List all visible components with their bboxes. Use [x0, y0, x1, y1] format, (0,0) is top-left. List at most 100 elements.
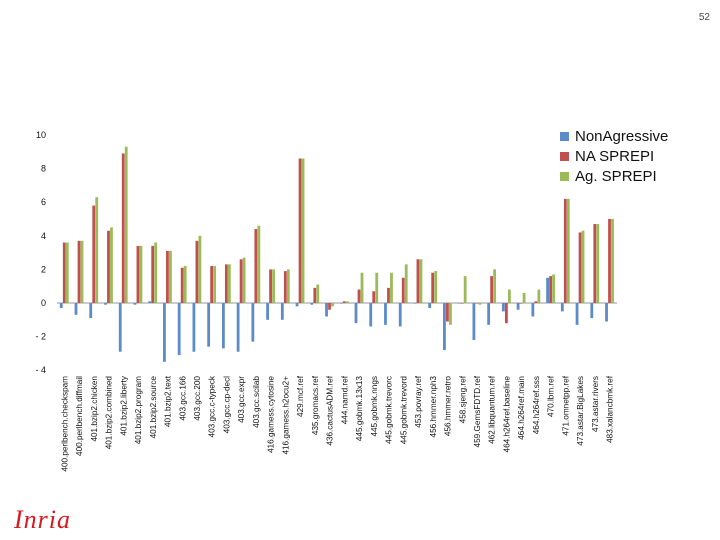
bar-na-sprepi: [593, 224, 597, 303]
bar-nonagressive: [516, 303, 520, 310]
bar-na-sprepi: [180, 267, 184, 303]
bar-na-sprepi: [77, 240, 81, 303]
bar-na-sprepi: [224, 264, 228, 303]
bar-ag-sprepi: [537, 289, 541, 303]
bar-ag-sprepi: [183, 266, 187, 303]
legend-item-na-sprepi: NA SPREPI: [560, 146, 668, 166]
bar-ag-sprepi: [449, 303, 452, 325]
bar-ag-sprepi: [360, 272, 364, 303]
bar-ag-sprepi: [95, 197, 99, 303]
x-tick-label: 403.gcc.200: [193, 376, 202, 421]
bar-na-sprepi: [416, 259, 420, 303]
x-tick-label: 400.perlbench.checkspam: [60, 376, 69, 472]
x-tick-label: 470.lbm.ref: [547, 375, 556, 417]
bar-na-sprepi: [313, 287, 317, 303]
bar-nonagressive: [266, 303, 269, 320]
bar-ag-sprepi: [493, 269, 497, 303]
bar-nonagressive: [118, 303, 122, 352]
bar-nonagressive: [339, 303, 343, 304]
bar-ag-sprepi: [124, 146, 128, 303]
x-tick-label: 444.namd.ref: [340, 375, 349, 424]
bar-na-sprepi: [387, 287, 390, 303]
x-tick-label: 403.gcc.166: [178, 376, 187, 421]
bar-na-sprepi: [534, 301, 538, 303]
x-tick-label: 458.sjeng.ref: [458, 375, 467, 423]
bar-na-sprepi: [460, 303, 464, 304]
bar-na-sprepi: [563, 198, 567, 303]
x-tick-label: 429.mcf.ref: [296, 375, 305, 417]
bar-nonagressive: [74, 303, 78, 315]
legend-swatch-ag-sprepi: [560, 171, 569, 181]
bar-na-sprepi: [519, 303, 523, 304]
bar-nonagressive: [280, 303, 284, 320]
x-tick-label: 401.bzip2.program: [134, 376, 143, 444]
bar-nonagressive: [192, 303, 196, 352]
x-tick-label: 464.h264ref.baseline: [502, 376, 511, 453]
x-tick-label: 435.gromacs.ref: [311, 375, 320, 435]
bar-na-sprepi: [166, 250, 169, 303]
bar-na-sprepi: [608, 219, 611, 303]
bar-na-sprepi: [151, 245, 155, 303]
x-tick-label: 403.gcc.scilab: [252, 376, 261, 428]
bar-ag-sprepi: [110, 227, 113, 303]
bar-ag-sprepi: [169, 250, 172, 303]
bar-na-sprepi: [298, 158, 302, 303]
legend-swatch-na-sprepi: [560, 151, 569, 161]
bar-na-sprepi: [549, 276, 552, 303]
x-tick-label: 473.astar.BigLakes: [576, 376, 585, 446]
bar-na-sprepi: [490, 276, 494, 303]
bar-nonagressive: [413, 303, 417, 304]
bar-na-sprepi: [283, 271, 287, 303]
x-tick-label: 401.bzip2.source: [149, 376, 158, 439]
x-tick-label: 401.bzip2.combined: [105, 376, 114, 450]
bar-na-sprepi: [578, 232, 582, 303]
bar-na-sprepi: [446, 303, 449, 322]
x-tick-label: 400.perlbench.diffmail: [75, 376, 84, 456]
bar-na-sprepi: [136, 245, 140, 303]
page-number: 52: [698, 12, 710, 23]
bar-nonagressive: [546, 277, 549, 303]
bar-ag-sprepi: [611, 219, 614, 303]
x-tick-label: 456.hmmer.nph3: [429, 376, 438, 438]
bar-nonagressive: [221, 303, 225, 349]
bar-na-sprepi: [107, 230, 110, 303]
x-tick-label: 445.gobmk.13x13: [355, 376, 364, 442]
bar-na-sprepi: [239, 259, 243, 303]
bar-nonagressive: [207, 303, 211, 347]
bar-ag-sprepi: [227, 264, 231, 303]
legend-label-na-sprepi: NA SPREPI: [575, 147, 655, 165]
bar-ag-sprepi: [213, 266, 217, 303]
y-tick-label: - 4: [35, 365, 46, 375]
bar-ag-sprepi: [596, 224, 600, 303]
chart-legend: NonAgressive NA SPREPI Ag. SPREPI: [560, 126, 668, 186]
x-tick-label: 445.gobmk.trevord: [399, 376, 408, 445]
x-tick-label: 403.gcc.cp-decl: [222, 376, 231, 434]
x-tick-label: 401.bzip2.text: [164, 375, 173, 427]
y-tick-label: 4: [41, 231, 46, 241]
bar-ag-sprepi: [419, 259, 423, 303]
bar-nonagressive: [310, 303, 314, 305]
bar-ag-sprepi: [331, 303, 334, 307]
x-tick-label: 453.povray.ref: [414, 375, 423, 427]
y-tick-label: 6: [41, 197, 46, 207]
bar-nonagressive: [163, 303, 166, 362]
bar-ag-sprepi: [463, 276, 467, 303]
y-tick-label: 8: [41, 164, 46, 174]
y-tick-label: 2: [41, 264, 46, 274]
x-tick-label: 456.hmmer.retro: [444, 376, 453, 437]
bar-nonagressive: [59, 303, 63, 309]
bar-ag-sprepi: [507, 289, 511, 303]
x-tick-label: 459.GemsFDTD.ref: [473, 375, 482, 447]
bar-ag-sprepi: [316, 284, 320, 303]
bar-ag-sprepi: [286, 269, 290, 303]
x-tick-label: 483.xalancbmk.ref: [606, 375, 615, 443]
bar-ag-sprepi: [404, 264, 408, 303]
bar-na-sprepi: [342, 301, 346, 303]
bar-nonagressive: [295, 303, 299, 307]
bar-nonagressive: [605, 303, 608, 322]
bar-ag-sprepi: [242, 257, 246, 303]
bar-nonagressive: [354, 303, 358, 324]
bar-na-sprepi: [401, 277, 405, 303]
bar-ag-sprepi: [198, 235, 202, 303]
bar-na-sprepi: [254, 229, 258, 303]
